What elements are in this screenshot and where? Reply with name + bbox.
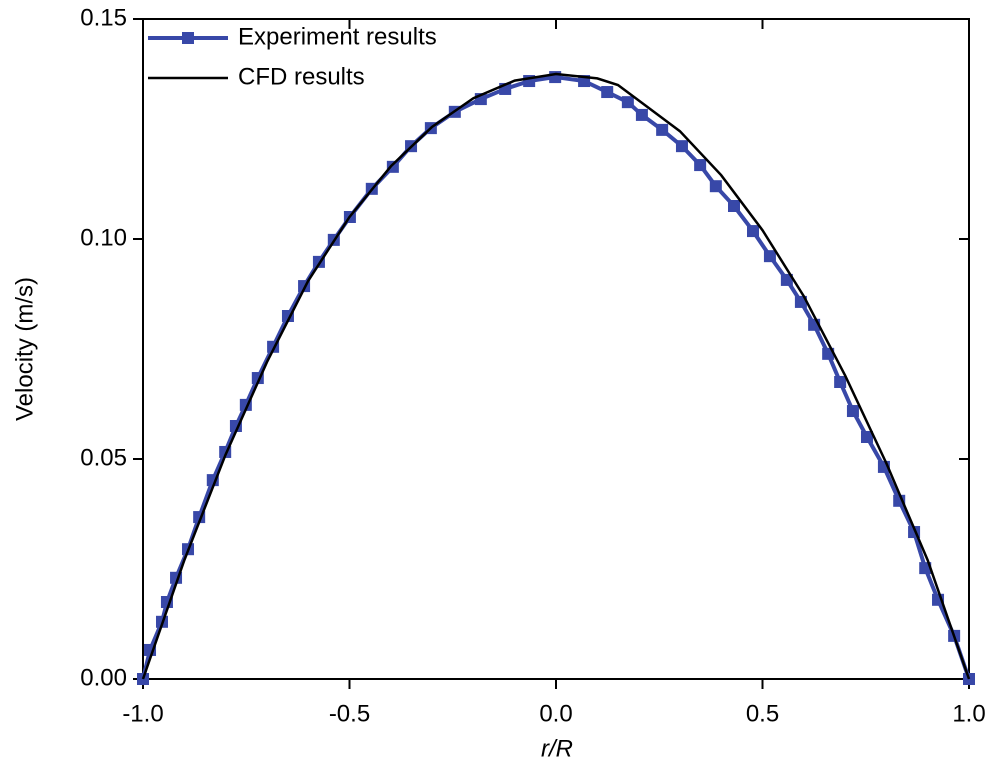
y-axis-title: Velocity (m/s) (11, 277, 38, 421)
marker (834, 376, 847, 388)
x-tick-label: -1.0 (122, 700, 163, 727)
series-line (141, 75, 971, 680)
marker (656, 123, 669, 136)
marker (860, 431, 873, 443)
marker (621, 96, 634, 109)
marker (635, 108, 648, 121)
legend-label: Experiment results (238, 23, 437, 50)
marker (694, 159, 707, 172)
legend-marker (182, 32, 194, 44)
x-tick-label: 0.5 (746, 700, 779, 727)
marker (709, 180, 722, 193)
marker (193, 511, 206, 524)
marker (763, 250, 776, 263)
y-tick-label: 0.10 (80, 224, 127, 251)
marker (675, 140, 688, 153)
y-tick-label: 0.00 (80, 664, 127, 691)
plot-frame (142, 18, 970, 680)
x-tick-label: 0.0 (539, 700, 572, 727)
series-line (141, 72, 971, 680)
x-tick-label: 1.0 (952, 700, 985, 727)
marker (386, 160, 399, 173)
marker (728, 200, 741, 212)
legend-label: CFD results (238, 63, 365, 90)
marker (846, 405, 859, 418)
y-tick-label: 0.05 (80, 444, 127, 471)
marker (747, 225, 760, 238)
marker (780, 273, 793, 286)
x-axis-title: r/R (541, 735, 573, 762)
y-tick-label: 0.15 (80, 4, 127, 31)
marker (601, 86, 614, 99)
x-tick-label: -0.5 (329, 700, 370, 727)
